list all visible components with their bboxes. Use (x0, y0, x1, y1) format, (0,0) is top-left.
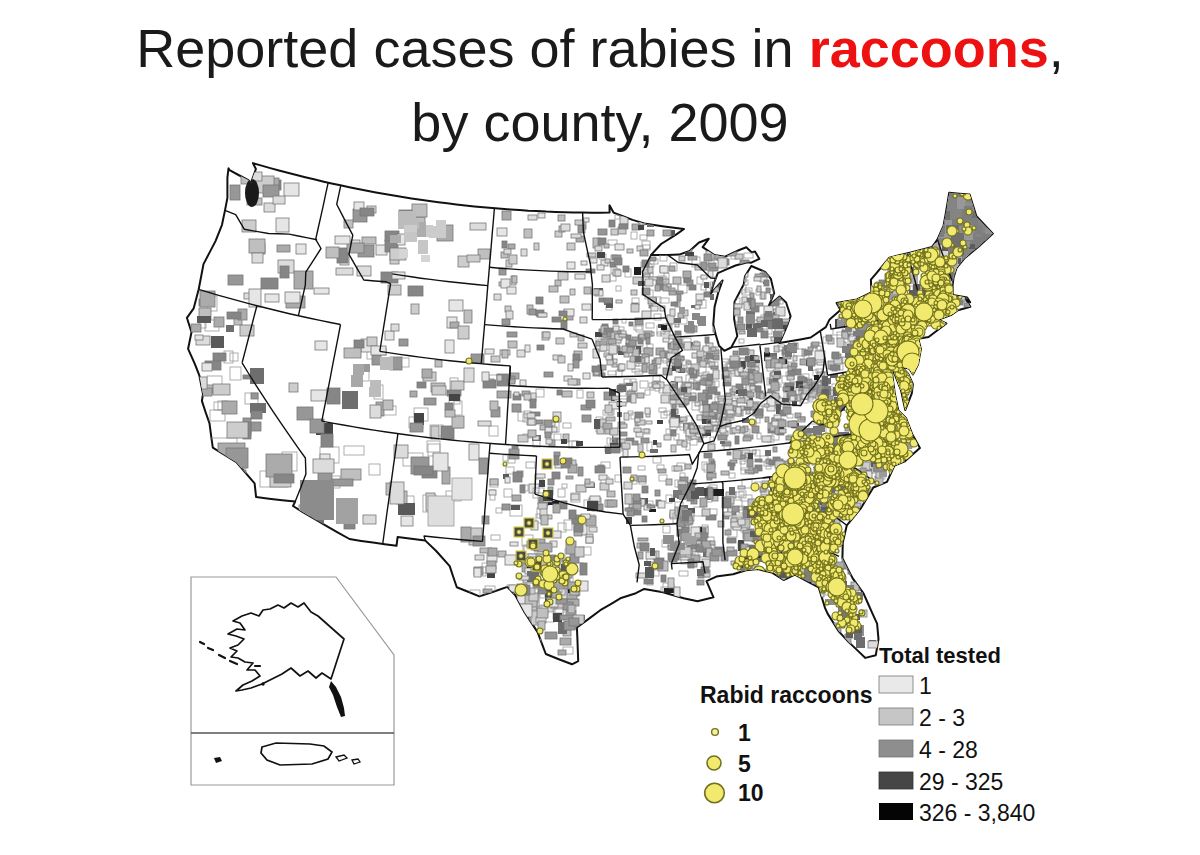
svg-text:Rabid raccoons: Rabid raccoons (700, 682, 873, 708)
svg-text:2 - 3: 2 - 3 (919, 705, 965, 731)
svg-text:10: 10 (738, 780, 764, 806)
svg-text:326 - 3,840: 326 - 3,840 (919, 800, 1035, 826)
svg-text:1: 1 (919, 673, 932, 699)
svg-text:4 - 28: 4 - 28 (919, 737, 978, 763)
svg-text:1: 1 (738, 720, 751, 746)
svg-text:5: 5 (738, 751, 751, 777)
svg-text:29 - 325: 29 - 325 (919, 769, 1003, 795)
svg-text:Total tested: Total tested (879, 643, 1001, 668)
